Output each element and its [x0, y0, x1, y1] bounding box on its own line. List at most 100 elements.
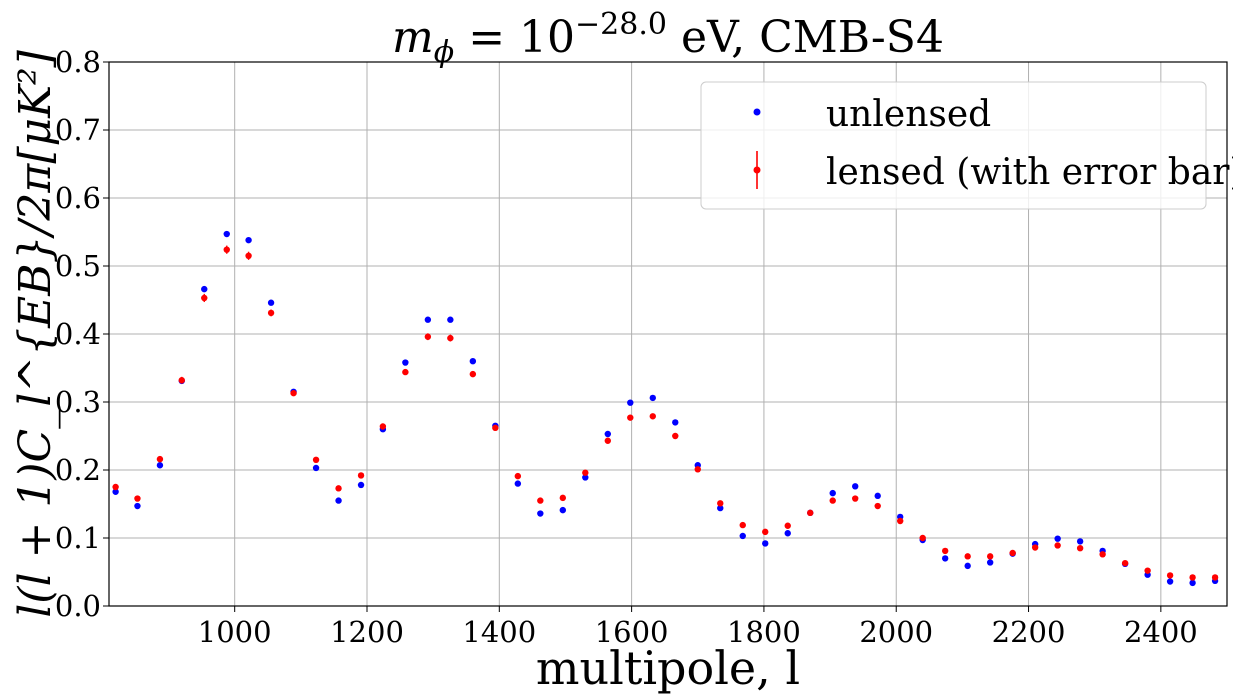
- legend-label-lensed: lensed (with error bar): [826, 152, 1233, 193]
- unlensed-data-point: [941, 555, 949, 562]
- lensed-data-point: [897, 517, 904, 525]
- unlensed-data-point: [402, 359, 409, 366]
- lensed-data-point: [424, 333, 432, 340]
- y-tick-label: 0.1: [55, 521, 101, 555]
- lensed-data-point: [874, 502, 881, 510]
- unlensed-data-point: [469, 358, 477, 365]
- lensed-data-point: [739, 521, 746, 529]
- lensed-data-point: [447, 334, 454, 342]
- title-exponent: −28.0: [575, 7, 667, 42]
- lensed-data-point: [964, 553, 971, 560]
- lensed-data-point: [829, 497, 836, 504]
- lensed-data-point: [1099, 551, 1106, 558]
- x-tick-label: 2400: [1124, 615, 1198, 649]
- lensed-data-point: [1009, 549, 1016, 557]
- legend: unlensed lensed (with error bar): [700, 81, 1233, 210]
- unlensed-data-point: [717, 504, 724, 512]
- lensed-data-point: [469, 370, 477, 378]
- lensed-data-point: [672, 432, 679, 440]
- lensed-data-point: [335, 485, 342, 492]
- unlensed-data-point: [739, 532, 746, 540]
- unlensed-data-point: [156, 462, 164, 469]
- x-tick-label: 1800: [727, 615, 801, 649]
- unlensed-data-point: [762, 540, 769, 547]
- y-tick-label: 0.5: [55, 249, 101, 283]
- y-tick-label: 0.4: [55, 317, 101, 351]
- lensed-data-point: [514, 472, 522, 480]
- x-tick-label: 1000: [198, 615, 272, 649]
- lensed-data-point: [604, 437, 611, 444]
- unlensed-data-point: [559, 506, 567, 514]
- unlensed-data-point: [627, 399, 634, 406]
- unlensed-data-point: [784, 530, 791, 537]
- lensed-data-point: [402, 368, 409, 376]
- unlensed-data-point: [245, 236, 252, 244]
- lensed-data-point: [357, 472, 365, 479]
- lensed-data-point: [1076, 545, 1084, 552]
- unlensed-data-point: [1076, 538, 1084, 545]
- title-mass-symbol: m: [392, 12, 434, 63]
- lensed-data-point: [1166, 572, 1174, 579]
- lensed-data-point: [267, 309, 275, 317]
- x-tick-label: 1600: [595, 615, 669, 649]
- lensed-data-point: [852, 495, 859, 502]
- lensed-data-point: [1211, 574, 1219, 581]
- legend-marker-unlensed: [753, 108, 761, 116]
- unlensed-data-point: [986, 559, 994, 566]
- lensed-data-point: [245, 252, 252, 259]
- legend-marker-lensed: [753, 166, 761, 174]
- unlensed-data-point: [829, 489, 836, 497]
- title-equals: = 10: [454, 12, 575, 63]
- x-axis-label: multipole, l: [536, 641, 800, 695]
- unlensed-data-point: [447, 316, 454, 323]
- unlensed-data-point: [964, 562, 971, 570]
- lensed-data-point: [312, 456, 320, 463]
- unlensed-data-point: [649, 394, 656, 402]
- lensed-data-point: [156, 455, 164, 463]
- unlensed-data-point: [357, 481, 365, 489]
- x-tick-label: 2000: [859, 615, 933, 649]
- x-tick-label: 2200: [992, 615, 1066, 649]
- y-tick-label: 0.6: [55, 181, 101, 215]
- lensed-data-point: [941, 547, 949, 555]
- y-tick-label: 0.3: [55, 385, 101, 419]
- lensed-data-point: [223, 246, 230, 253]
- y-tick-label: 0.8: [55, 45, 101, 79]
- lensed-data-point: [762, 528, 769, 536]
- unlensed-data-point: [1054, 535, 1061, 542]
- x-tick-label: 1200: [330, 615, 404, 649]
- lensed-data-point: [379, 423, 387, 430]
- unlensed-data-point: [112, 488, 119, 495]
- unlensed-data-point: [874, 492, 881, 500]
- axes-frame: [108, 61, 1228, 607]
- unlensed-data-point: [672, 419, 679, 426]
- legend-box: [700, 81, 1207, 210]
- ticks: 1000 1200 1400 1600 1800 2000 2200 2400 0.0 0.1 0.…: [55, 45, 1198, 649]
- unlensed-data-point: [223, 230, 230, 238]
- x-tick-label: 1400: [462, 615, 536, 649]
- lensed-data-point: [1144, 567, 1151, 574]
- lensed-data-point: [290, 389, 297, 397]
- lensed-data-point: [134, 495, 141, 502]
- unlensed-data-point: [537, 510, 544, 517]
- unlensed-data-point: [1166, 578, 1174, 585]
- y-tick-label: 0.0: [55, 589, 101, 623]
- unlensed-data-point: [424, 316, 432, 323]
- lensed-data-point: [694, 466, 701, 473]
- lensed-data-point: [784, 522, 791, 529]
- lensed-data-point: [919, 534, 926, 542]
- data-points: [112, 230, 1219, 587]
- title-rest: eV, CMB-S4: [667, 12, 944, 63]
- lensed-data-point: [1054, 542, 1061, 549]
- title-mass-subscript: ϕ: [434, 35, 454, 70]
- unlensed-data-point: [267, 299, 275, 306]
- unlensed-data-point: [604, 430, 611, 438]
- unlensed-data-point: [582, 474, 589, 481]
- lensed-data-point: [1189, 574, 1196, 581]
- lensed-data-point: [986, 553, 994, 560]
- unlensed-data-point: [514, 480, 522, 487]
- lensed-data-point: [492, 424, 499, 432]
- lensed-data-point: [537, 497, 544, 504]
- lensed-data-point: [717, 500, 724, 507]
